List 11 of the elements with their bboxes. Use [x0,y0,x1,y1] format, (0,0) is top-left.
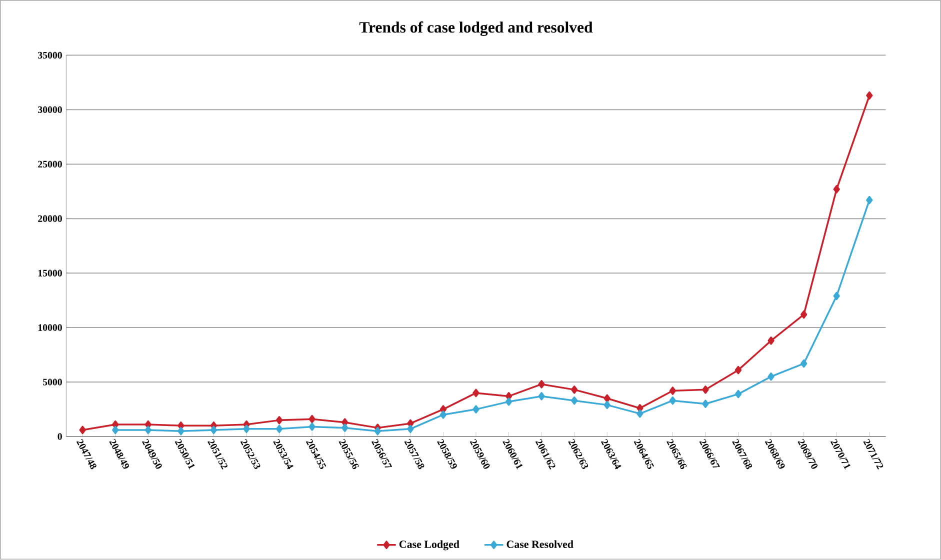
y-tick-label: 15000 [38,270,62,277]
y-tick-label: 0 [58,433,62,440]
y-tick-label: 5000 [42,378,62,386]
chart-title: Trends of case lodged and resolved [359,22,593,36]
y-tick-label: 35000 [38,52,62,59]
y-tick-label: 10000 [38,324,62,332]
y-tick-label: 25000 [38,160,62,168]
legend-label: Case Resolved [506,540,574,548]
legend-label: Case Lodged [399,540,460,550]
y-tick-label: 30000 [38,106,62,114]
y-tick-label: 20000 [38,215,62,222]
